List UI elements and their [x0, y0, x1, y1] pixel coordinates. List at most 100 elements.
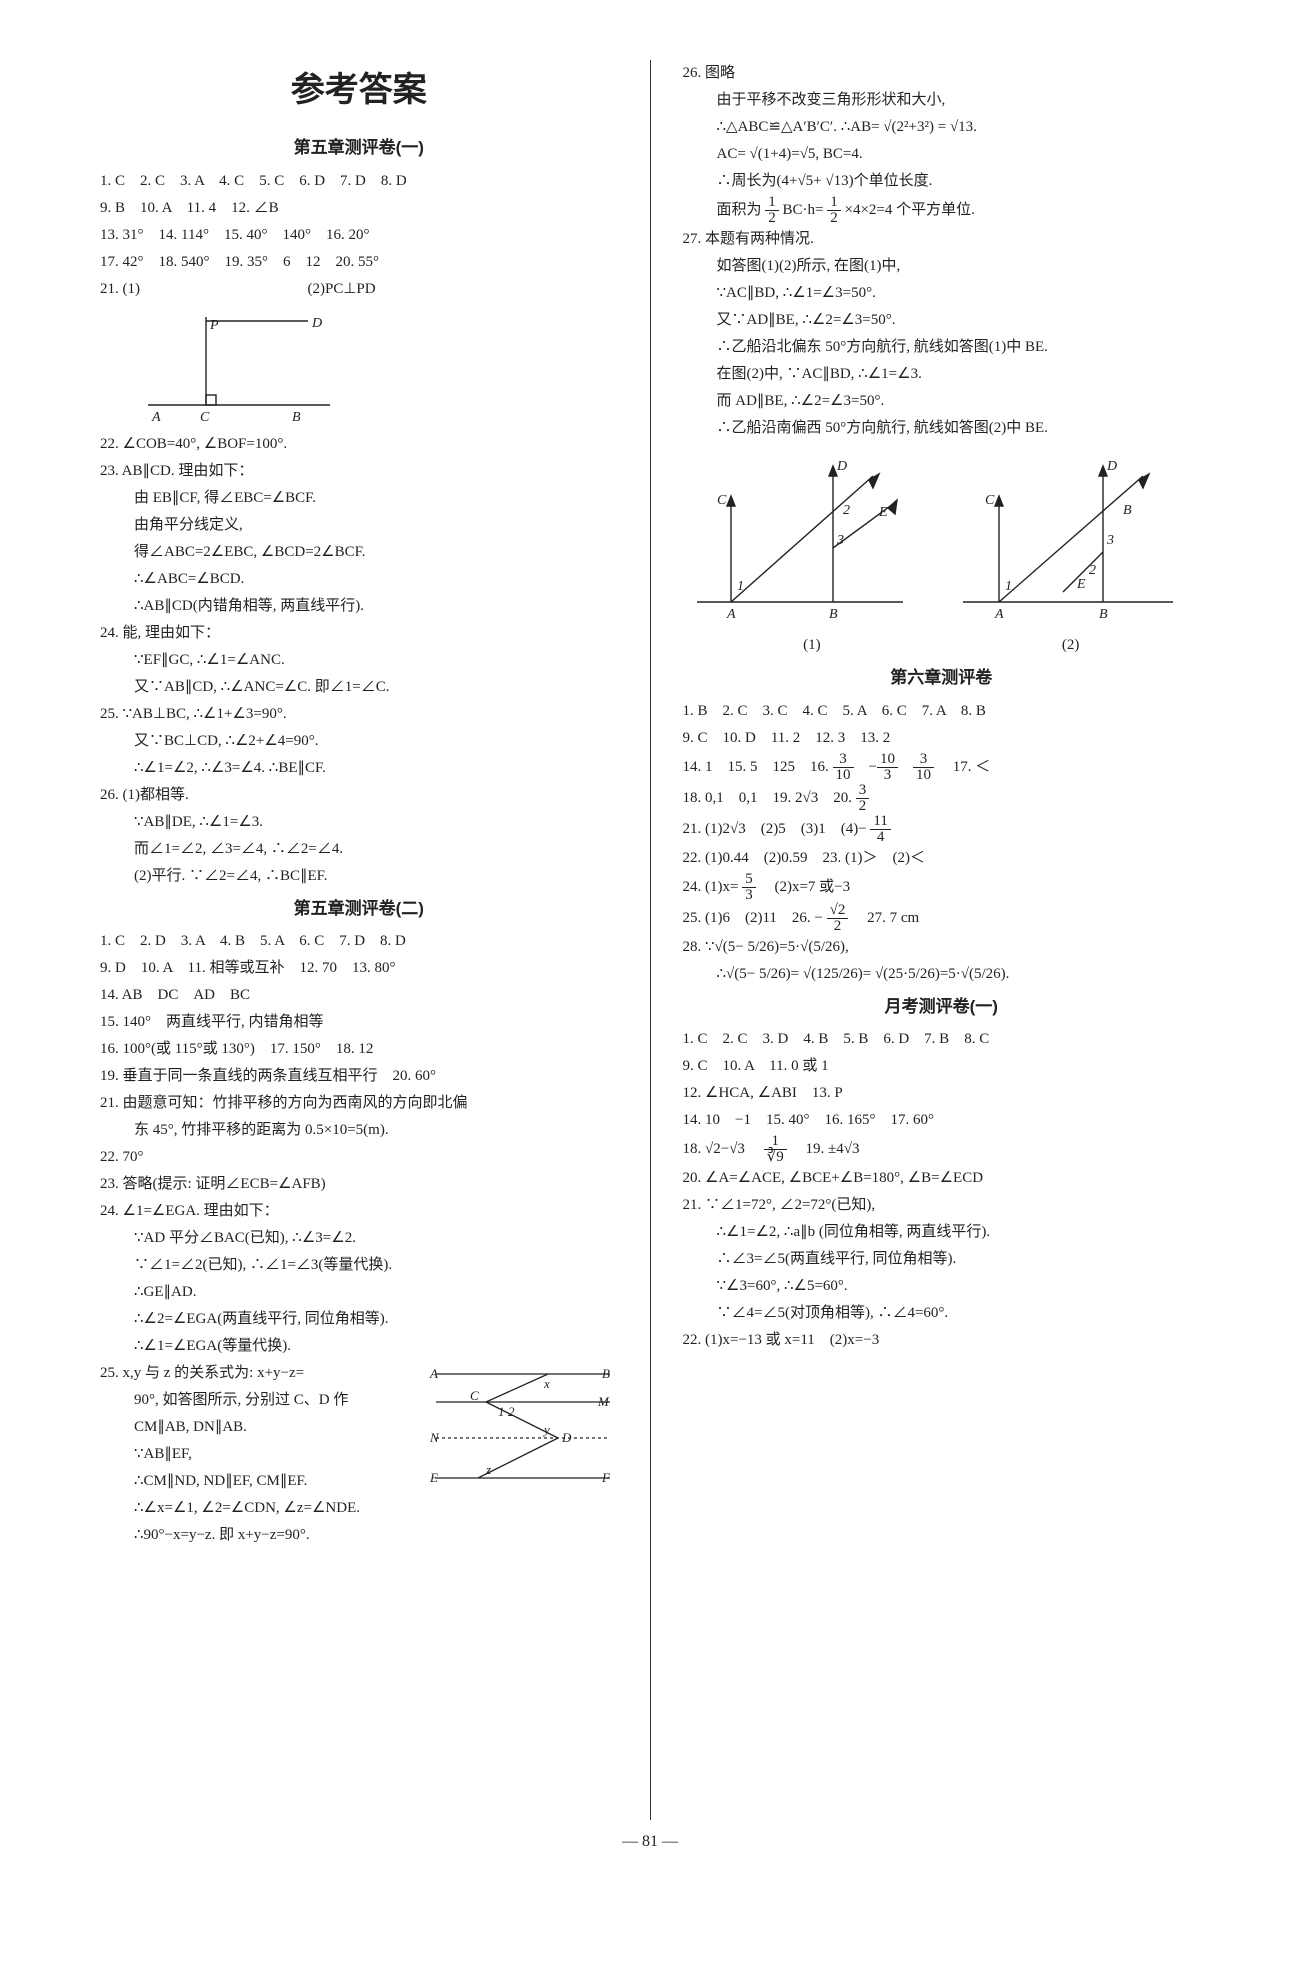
svg-text:P: P — [209, 318, 219, 333]
svg-text:D: D — [1106, 459, 1117, 474]
answer-line: (2)平行. ∵∠2=∠4, ∴BC∥EF. — [100, 863, 618, 890]
svg-text:C: C — [470, 1388, 479, 1403]
answer-line: ∵∠4=∠5(对顶角相等), ∴∠4=60°. — [683, 1300, 1201, 1327]
answer-line: ∴△ABC≌△A′B′C′. ∴AB= √(2²+3²) = √13. — [683, 114, 1201, 141]
svg-text:M: M — [597, 1394, 610, 1409]
text: 24. (1)x= — [683, 879, 739, 895]
diagram-two-ships: AB CDE 132 AB CDB E 132 — [683, 442, 1183, 632]
answer-line: 21. (1) (2)PC⊥PD — [100, 276, 618, 303]
column-divider — [650, 60, 651, 1820]
svg-text:C: C — [717, 493, 727, 508]
fraction: 310 — [913, 752, 934, 783]
answer-line: 如答图(1)(2)所示, 在图(1)中, — [683, 253, 1201, 280]
svg-text:1: 1 — [1005, 579, 1012, 594]
answer-line: 17. 42° 18. 540° 19. 35° 6 12 20. 55° — [100, 249, 618, 276]
svg-text:B: B — [829, 607, 838, 622]
answer-line: ∴∠1=∠2, ∴∠3=∠4. ∴BE∥CF. — [100, 755, 618, 782]
answer-line: 28. ∵√(5− 5/26)=5·√(5/26), — [683, 934, 1201, 961]
fraction: 12 — [765, 195, 779, 226]
answer-line: 9. C 10. A 11. 0 或 1 — [683, 1053, 1201, 1080]
answer-line: ∴√(5− 5/26)= √(125/26)= √(25·5/26)=5·√(5… — [683, 961, 1201, 988]
answer-line: 1. B 2. C 3. C 4. C 5. A 6. C 7. A 8. B — [683, 698, 1201, 725]
answer-line: 又∵AD∥BE, ∴∠2=∠3=50°. — [683, 307, 1201, 334]
answer-line: 18. √2−√3 1∛9 19. ±4√3 — [683, 1134, 1201, 1165]
answer-line: 又∵BC⊥CD, ∴∠2+∠4=90°. — [100, 728, 618, 755]
fraction: 310 — [833, 752, 854, 783]
answer-line: 22. (1)0.44 (2)0.59 23. (1)＞ (2)＜ — [683, 845, 1201, 872]
answer-line: 25. ∵AB⊥BC, ∴∠1+∠3=90°. — [100, 701, 618, 728]
answer-line: 东 45°, 竹排平移的距离为 0.5×10=5(m). — [100, 1117, 618, 1144]
section-heading-1: 第五章测评卷(一) — [100, 133, 618, 164]
answer-line: 而 AD∥BE, ∴∠2=∠3=50°. — [683, 388, 1201, 415]
right-column: 26. 图略 由于平移不改变三角形形状和大小, ∴△ABC≌△A′B′C′. ∴… — [683, 60, 1201, 1820]
answer-line: ∴∠3=∠5(两直线平行, 同位角相等). — [683, 1246, 1201, 1273]
answer-line: 由 EB∥CF, 得∠EBC=∠BCF. — [100, 485, 618, 512]
text: 19. ±4√3 — [791, 1141, 860, 1157]
svg-text:2: 2 — [1089, 563, 1096, 578]
fraction: 103 — [877, 752, 898, 783]
diagram-perpendicular: A C B P D — [130, 307, 340, 427]
fraction: 32 — [856, 783, 870, 814]
svg-text:B: B — [602, 1366, 610, 1381]
answer-line: ∴90°−x=y−z. 即 x+y−z=90°. — [100, 1522, 618, 1549]
caption-2: (2) — [1062, 632, 1080, 659]
answer-line: 1. C 2. C 3. D 4. B 5. B 6. D 7. B 8. C — [683, 1026, 1201, 1053]
answer-line: 24. ∠1=∠EGA. 理由如下： — [100, 1198, 618, 1225]
answer-line: 由角平分线定义, — [100, 512, 618, 539]
fraction: 1∛9 — [764, 1134, 787, 1165]
answer-line: ∵AD 平分∠BAC(已知), ∴∠3=∠2. — [100, 1225, 618, 1252]
svg-text:D: D — [311, 316, 322, 331]
svg-text:1: 1 — [737, 579, 744, 594]
text: 14. 1 15. 5 125 16. — [683, 759, 829, 775]
answer-line: ∴∠x=∠1, ∠2=∠CDN, ∠z=∠NDE. — [100, 1495, 618, 1522]
page-number: — 81 — — [100, 1828, 1200, 1857]
answer-line: ∴∠ABC=∠BCD. — [100, 566, 618, 593]
answer-line: 18. 0,1 0,1 19. 2√3 20. 32 — [683, 783, 1201, 814]
text: 27. 7 cm — [852, 910, 919, 926]
section-heading-4: 月考测评卷(一) — [683, 992, 1201, 1023]
answer-line: ∴AB∥CD(内错角相等, 两直线平行). — [100, 593, 618, 620]
answer-line: 16. 100°(或 115°或 130°) 17. 150° 18. 12 — [100, 1036, 618, 1063]
fraction: 114 — [870, 814, 890, 845]
fraction: 12 — [827, 195, 841, 226]
answer-line: 21. 由题意可知：竹排平移的方向为西南风的方向即北偏 — [100, 1090, 618, 1117]
svg-text:1: 1 — [498, 1404, 505, 1419]
answer-line: ∴∠2=∠EGA(两直线平行, 同位角相等). — [100, 1306, 618, 1333]
page: 参考答案 第五章测评卷(一) 1. C 2. C 3. A 4. C 5. C … — [0, 0, 1300, 1968]
two-column-layout: 参考答案 第五章测评卷(一) 1. C 2. C 3. A 4. C 5. C … — [100, 60, 1200, 1820]
answer-line: 又∵AB∥CD, ∴∠ANC=∠C. 即∠1=∠C. — [100, 674, 618, 701]
figure-q25: AB CM ND EF x 12 y z — [428, 1360, 618, 1488]
answer-line: 23. 答略(提示: 证明∠ECB=∠AFB) — [100, 1171, 618, 1198]
answer-line: 22. 70° — [100, 1144, 618, 1171]
svg-text:3: 3 — [836, 533, 844, 548]
svg-text:E: E — [878, 505, 888, 520]
fraction: 53 — [742, 872, 756, 903]
answer-line: 13. 31° 14. 114° 15. 40° 140° 16. 20° — [100, 222, 618, 249]
answer-line: 得∠ABC=2∠EBC, ∠BCD=2∠BCF. — [100, 539, 618, 566]
answer-line: 14. 1 15. 5 125 16. 310 −103 310 17. ＜ — [683, 752, 1201, 783]
figure-q27: AB CDE 132 AB CDB E 132 (1) (2) — [683, 442, 1201, 659]
answer-line: 23. AB∥CD. 理由如下： — [100, 458, 618, 485]
svg-text:F: F — [601, 1470, 611, 1485]
svg-text:y: y — [542, 1422, 550, 1437]
svg-text:2: 2 — [508, 1404, 515, 1419]
answer-line: 9. B 10. A 11. 4 12. ∠B — [100, 195, 618, 222]
answer-line: CM∥AB, DN∥AB. — [100, 1414, 428, 1441]
section-heading-2: 第五章测评卷(二) — [100, 894, 618, 925]
answer-line: 1. C 2. D 3. A 4. B 5. A 6. C 7. D 8. D — [100, 928, 618, 955]
text: 18. √2−√3 — [683, 1141, 760, 1157]
answer-line: 9. D 10. A 11. 相等或互补 12. 70 13. 80° — [100, 955, 618, 982]
diagram-parallel-lines: AB CM ND EF x 12 y z — [428, 1360, 618, 1488]
figure-q21: A C B P D — [130, 307, 618, 427]
answer-line: 面积为 12 BC·h= 12 ×4×2=4 个平方单位. — [683, 195, 1201, 226]
answer-line: 15. 140° 两直线平行, 内错角相等 — [100, 1009, 618, 1036]
q25-wrap: 25. x,y 与 z 的关系式为: x+y−z= 90°, 如答图所示, 分别… — [100, 1360, 618, 1495]
svg-text:3: 3 — [1106, 533, 1114, 548]
section-heading-3: 第六章测评卷 — [683, 663, 1201, 694]
answer-line: ∵AB∥DE, ∴∠1=∠3. — [100, 809, 618, 836]
answer-line: ∵EF∥GC, ∴∠1=∠ANC. — [100, 647, 618, 674]
answer-line: ∴GE∥AD. — [100, 1279, 618, 1306]
svg-text:E: E — [1076, 577, 1086, 592]
answer-line: 9. C 10. D 11. 2 12. 3 13. 2 — [683, 725, 1201, 752]
answer-line: 24. 能, 理由如下： — [100, 620, 618, 647]
